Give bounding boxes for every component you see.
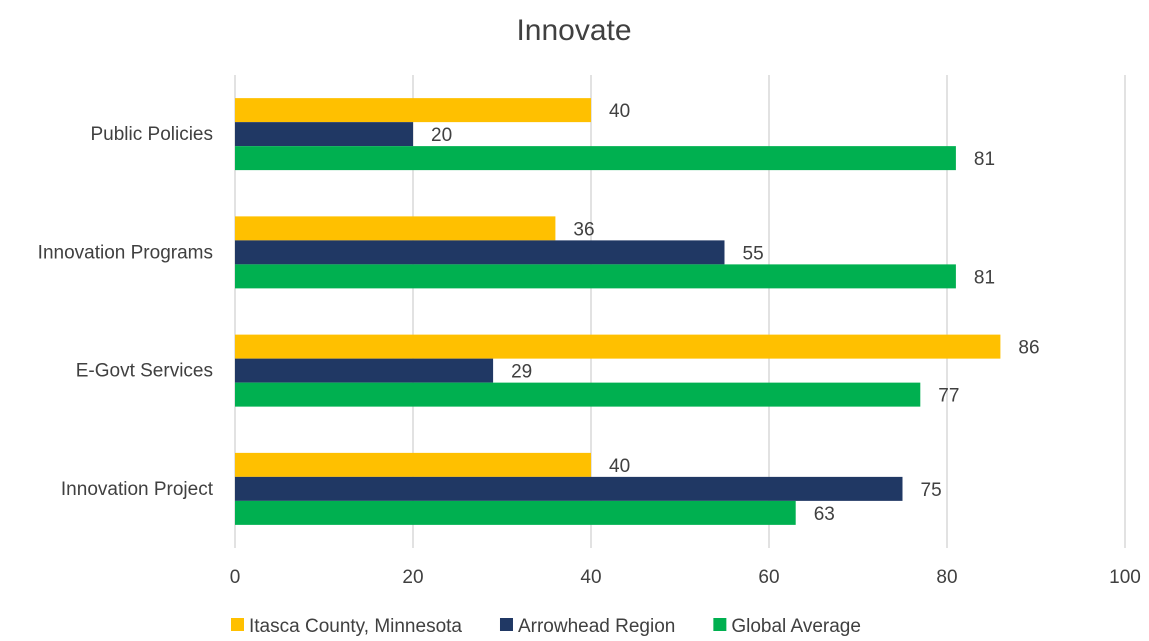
- legend-label: Arrowhead Region: [518, 616, 675, 637]
- data-label: 81: [974, 149, 995, 170]
- data-label: 86: [1018, 338, 1039, 359]
- legend-swatch: [231, 618, 244, 631]
- category-label: Public Policies: [91, 124, 214, 145]
- bar: [235, 146, 956, 171]
- category-label: Innovation Programs: [38, 242, 213, 263]
- category-label: Innovation Project: [61, 479, 214, 500]
- data-label: 36: [573, 219, 594, 240]
- x-tick-label: 40: [580, 567, 601, 588]
- bar: [235, 382, 921, 407]
- legend-swatch: [713, 618, 727, 631]
- chart-title: Innovate: [516, 14, 631, 47]
- data-label: 63: [814, 504, 835, 525]
- data-label: 75: [921, 480, 942, 501]
- category-label: E-Govt Services: [76, 361, 213, 382]
- bar: [235, 476, 903, 501]
- bar: [235, 98, 591, 123]
- bar: [235, 240, 725, 265]
- bars: 40 20 81 36 55 81 86 29 77 40 75 63: [235, 98, 1040, 525]
- x-tick-label: 100: [1109, 567, 1141, 588]
- data-label: 81: [974, 267, 995, 288]
- bar: [235, 500, 796, 525]
- data-label: 40: [609, 456, 630, 477]
- legend: Itasca County, Minnesota Arrowhead Region…: [231, 616, 861, 637]
- category-labels: Public Policies Innovation Programs E-Govt…: [38, 124, 214, 500]
- bar: [235, 334, 1001, 359]
- bar: [235, 358, 494, 383]
- data-label: 40: [609, 101, 630, 122]
- bar: [235, 122, 413, 147]
- data-label: 29: [511, 362, 532, 383]
- x-tick-label: 60: [758, 567, 779, 588]
- x-tick-label: 0: [230, 567, 241, 588]
- data-label: 20: [431, 125, 452, 146]
- bar: [235, 452, 591, 477]
- data-label: 55: [743, 243, 764, 264]
- bar: [235, 264, 956, 289]
- legend-label: Global Average: [731, 616, 861, 637]
- bar: [235, 216, 556, 241]
- data-label: 77: [938, 386, 959, 407]
- legend-label: Itasca County, Minnesota: [249, 616, 462, 637]
- x-tick-label: 20: [402, 567, 423, 588]
- legend-swatch: [499, 618, 513, 631]
- x-tick-labels: 0 20 40 60 80 100: [230, 567, 1141, 588]
- x-tick-label: 80: [936, 567, 957, 588]
